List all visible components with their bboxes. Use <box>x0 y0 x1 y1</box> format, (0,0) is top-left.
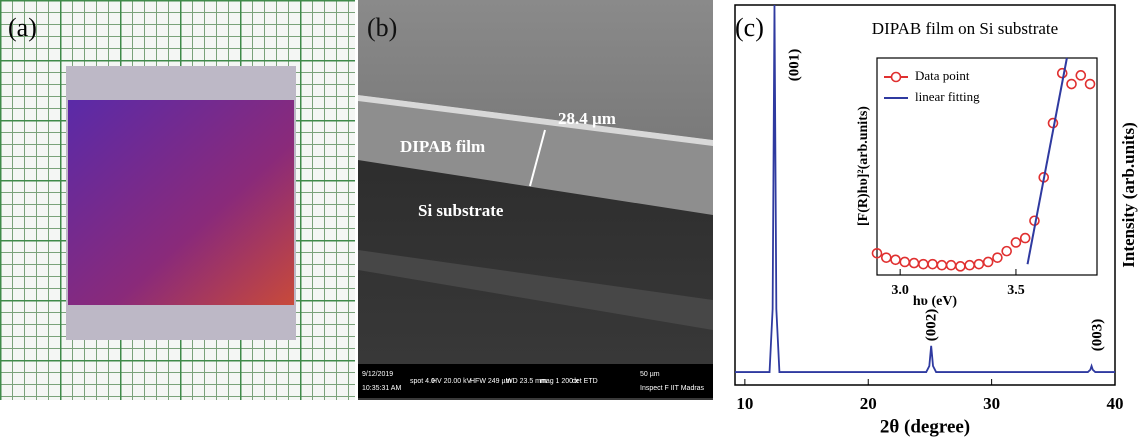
data-point <box>1010 237 1022 248</box>
x-axis-label: 2θ (degree) <box>880 416 970 437</box>
legend-marker <box>890 71 902 83</box>
x-tick-label: 20 <box>860 394 877 413</box>
data-line <box>735 4 1115 373</box>
thickness-marker <box>529 129 546 187</box>
chart-title: DIPAB film on Si substrate <box>872 19 1058 38</box>
x-tick-label: 3.0 <box>891 283 909 298</box>
sem-film <box>358 95 713 215</box>
panel-c: (c) 10 20 30 40 DIPAB film on Si substrate 2θ… <box>734 4 1138 437</box>
data-point <box>1019 232 1031 244</box>
plot-frame <box>876 57 1098 276</box>
y-axis-label: Intensity (arb.units) <box>1119 122 1138 267</box>
annotation: Si substrate <box>418 201 504 220</box>
sample-film <box>68 100 294 305</box>
x-tick-label: 10 <box>736 394 753 413</box>
plot-frame <box>734 4 1116 386</box>
annotation: DIPAB film <box>400 137 485 156</box>
data-point <box>1001 245 1012 257</box>
info-text: WD 23.5 mm <box>506 378 547 385</box>
y-axis-label: [F(R)hυ]²(arb.units) <box>856 106 871 226</box>
info-bar <box>358 364 713 398</box>
sem-layer <box>358 250 713 330</box>
info-text: det ETD <box>572 378 598 385</box>
info-text: 50 µm <box>640 371 660 378</box>
info-text: HV 20.00 kV <box>432 378 472 385</box>
data-point <box>1066 78 1077 90</box>
data-line <box>1026 57 1068 265</box>
panel-label: (c) <box>735 13 764 42</box>
data-point <box>992 252 1003 263</box>
peak-label: (001) <box>786 49 802 82</box>
panel-a: (a) <box>0 0 355 400</box>
x-tick-label: 30 <box>983 394 1000 413</box>
info-text: Inspect F IIT Madras <box>640 385 705 392</box>
info-text: spot 4.0 <box>410 378 435 385</box>
info-text: 10:35:31 AM <box>362 385 401 392</box>
sem-film-edge <box>358 95 713 146</box>
peak-label: (002) <box>923 309 939 342</box>
x-tick-label: 3.5 <box>1007 283 1025 298</box>
legend-label: Data point <box>915 68 970 83</box>
info-text: mag 1 200 x <box>540 378 579 385</box>
x-axis-label: hυ (eV) <box>913 294 958 309</box>
info-text: HFW 249 µm <box>470 378 512 385</box>
peak-label: (003) <box>1089 319 1105 352</box>
info-text: 9/12/2019 <box>362 371 393 378</box>
panel-label: (b) <box>367 13 397 42</box>
legend-label: linear fitting <box>915 89 980 104</box>
data-point <box>871 248 883 259</box>
annotation: 28.4 µm <box>558 109 616 128</box>
data-point <box>982 256 994 268</box>
data-point <box>1084 78 1096 90</box>
x-tick-label: 40 <box>1107 394 1124 413</box>
data-point <box>1075 70 1087 81</box>
info-bar-text: 9/12/2019 10:35:31 AM spot 4.0HV 20.00 kVH… <box>362 371 705 392</box>
panel-label: (a) <box>8 13 37 42</box>
panel-b: 28.4 µm DIPAB film Si substrate 9/12/201… <box>358 0 713 400</box>
